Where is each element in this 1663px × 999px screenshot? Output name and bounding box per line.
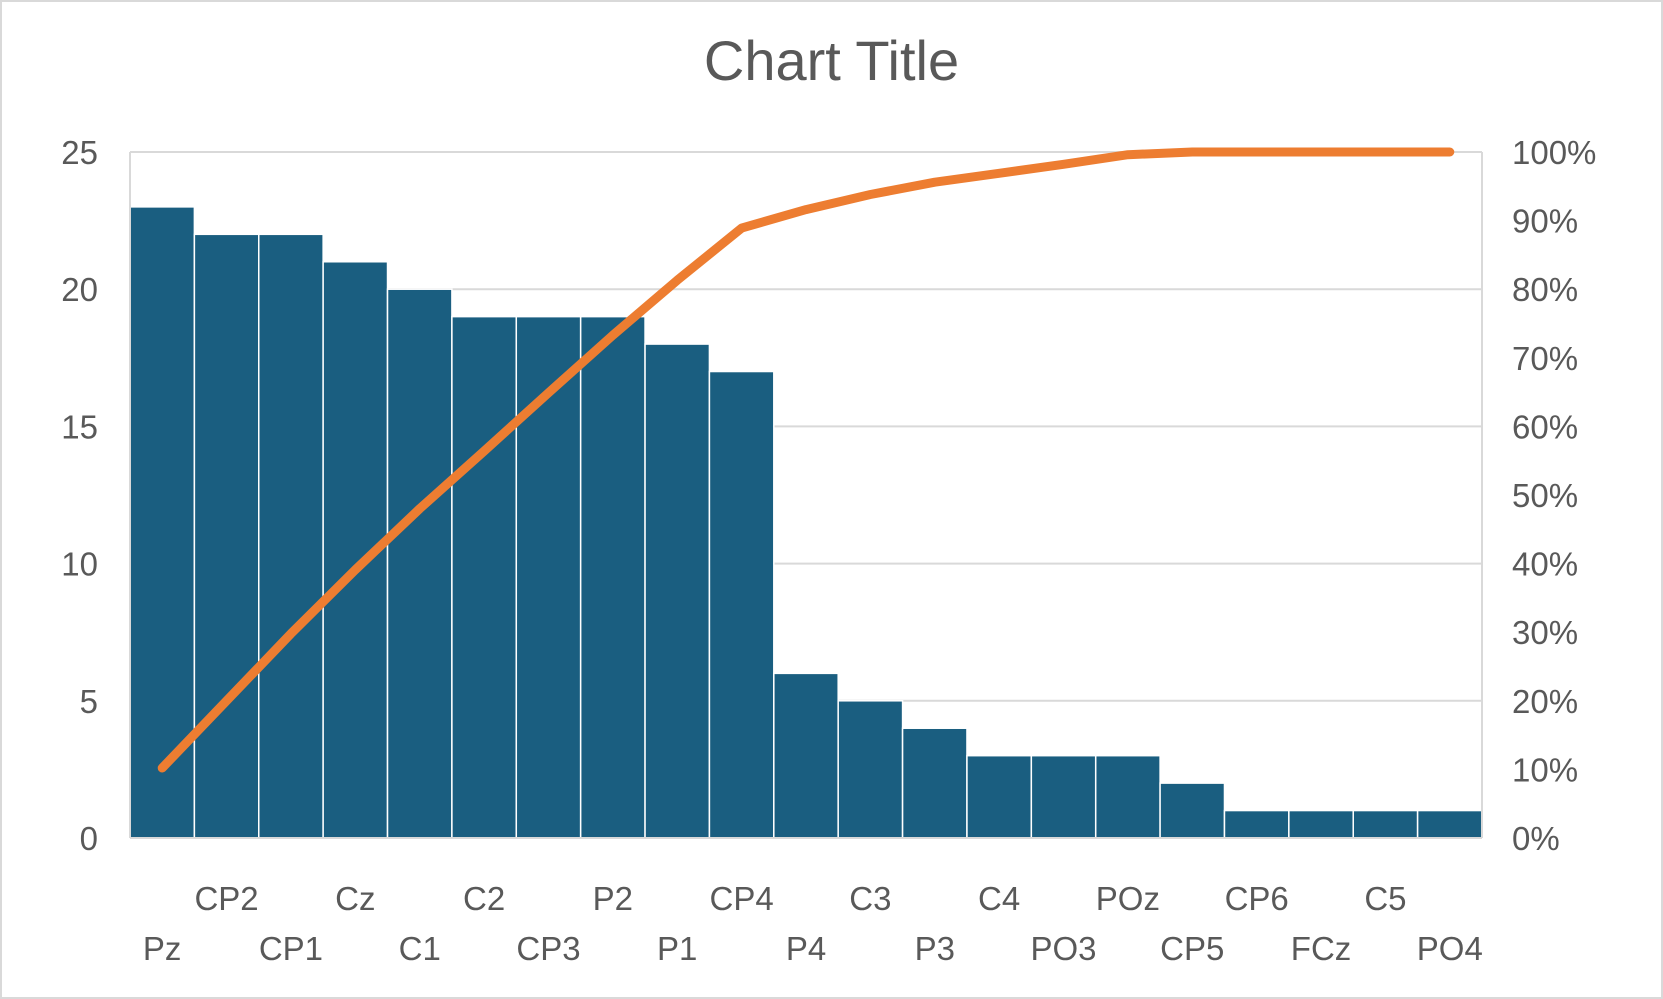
x-tick-label: C3 <box>849 880 891 917</box>
x-tick-label: PO3 <box>1031 930 1097 967</box>
bar <box>1159 782 1226 839</box>
x-tick-label: CP6 <box>1225 880 1289 917</box>
x-tick-label: Pz <box>143 930 182 967</box>
bar <box>1352 809 1419 839</box>
y-tick-label: 5 <box>80 683 98 720</box>
bar <box>129 206 196 839</box>
bar <box>644 343 711 839</box>
bar <box>579 315 646 839</box>
chart-title: Chart Title <box>703 29 960 92</box>
tick-labels: 0 5 10 15 20 25 0% 10% 20% 30% 40% 50% 60% 70% 80% 90% 1… <box>61 134 1596 967</box>
bar <box>193 233 260 839</box>
y2-tick-label: 90% <box>1512 203 1578 240</box>
bars <box>129 206 1483 839</box>
y-tick-label: 20 <box>61 271 98 308</box>
bar <box>837 700 904 839</box>
bar <box>1288 809 1354 839</box>
x-tick-label: CP4 <box>710 880 774 917</box>
y2-tick-label: 0% <box>1512 820 1560 857</box>
bar <box>1416 809 1483 839</box>
x-tick-label: C4 <box>978 880 1020 917</box>
x-tick-label: P3 <box>915 930 955 967</box>
bar <box>258 233 324 839</box>
y-tick-label: 0 <box>80 820 98 857</box>
x-tick-label: P1 <box>657 930 697 967</box>
bar <box>1094 754 1161 839</box>
y2-tick-label: 60% <box>1512 408 1578 445</box>
cumulative-line <box>157 147 1455 773</box>
x-tick-label: C5 <box>1364 880 1406 917</box>
bar <box>1223 809 1290 839</box>
bar <box>773 672 839 839</box>
bar <box>966 754 1033 839</box>
y-tick-label: 25 <box>61 134 98 171</box>
x-tick-label: CP3 <box>516 930 580 967</box>
bar <box>1030 754 1097 839</box>
y2-tick-label: 20% <box>1512 683 1578 720</box>
y-tick-label: 15 <box>61 408 98 445</box>
x-tick-label: PO4 <box>1417 930 1483 967</box>
x-tick-label: POz <box>1096 880 1160 917</box>
x-tick-label: Cz <box>335 880 375 917</box>
y2-tick-label: 10% <box>1512 751 1578 788</box>
x-tick-label: P2 <box>593 880 633 917</box>
x-tick-label: CP2 <box>194 880 258 917</box>
bar <box>386 288 453 839</box>
y2-tick-label: 30% <box>1512 614 1578 651</box>
x-tick-label: CP5 <box>1160 930 1224 967</box>
y2-tick-label: 80% <box>1512 271 1578 308</box>
x-tick-label: P4 <box>786 930 826 967</box>
bar <box>451 315 518 839</box>
x-tick-label: C1 <box>399 930 441 967</box>
y2-tick-label: 50% <box>1512 477 1578 514</box>
y2-tick-label: 70% <box>1512 340 1578 377</box>
x-tick-label: C2 <box>463 880 505 917</box>
bar <box>901 727 968 839</box>
x-tick-label: CP1 <box>259 930 323 967</box>
bar <box>708 370 775 839</box>
y2-tick-label: 100% <box>1512 134 1596 171</box>
x-tick-label: FCz <box>1291 930 1352 967</box>
y2-tick-label: 40% <box>1512 546 1578 583</box>
y-tick-label: 10 <box>61 546 98 583</box>
axes <box>129 152 1483 839</box>
